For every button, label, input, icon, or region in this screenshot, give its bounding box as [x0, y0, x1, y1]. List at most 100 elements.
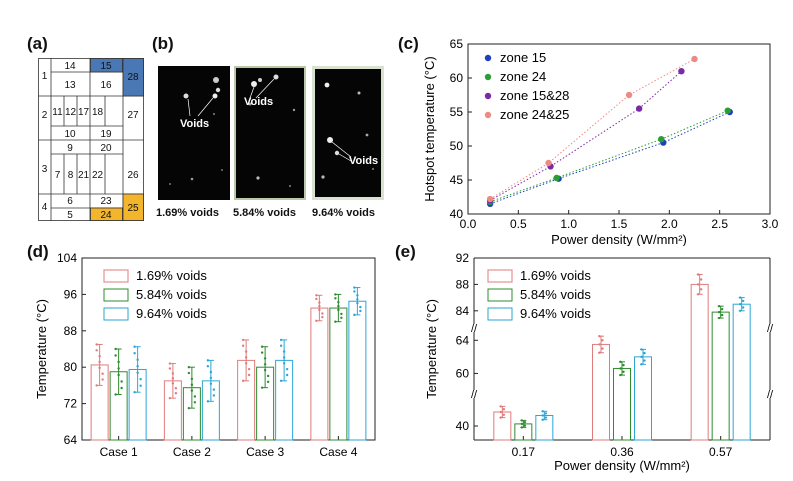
- scatter-dot: [318, 301, 321, 304]
- legend-marker: [484, 111, 492, 119]
- scatter-dot: [337, 308, 340, 312]
- plot-frame: [81, 257, 376, 441]
- zone-label: 24: [100, 210, 112, 221]
- scatter-dot: [720, 307, 724, 311]
- scatter-dot: [622, 370, 625, 373]
- scatter-dot: [601, 347, 604, 350]
- scatter-dot: [190, 389, 194, 392]
- scatter-dot: [171, 377, 175, 380]
- legend-marker: [484, 73, 492, 81]
- series-fit-line: [489, 111, 730, 205]
- scatter-dot: [520, 422, 524, 426]
- zone-map: 1 14 15 28 13 16 2 11 12 17 18 27 10 19 …: [38, 58, 144, 221]
- y-tick-label: 72: [64, 397, 78, 411]
- scatter-dot: [598, 343, 601, 346]
- scatter-dot: [315, 294, 318, 297]
- scatter-dot: [209, 370, 213, 374]
- scatter-dot: [212, 394, 216, 397]
- scatter-dot: [95, 343, 98, 346]
- scatter-dot: [738, 296, 742, 299]
- scatter-dot: [738, 309, 742, 312]
- bar: [690, 283, 709, 441]
- scatter-dot: [187, 406, 191, 410]
- void-caption-2: 5.84% voids: [233, 207, 296, 219]
- scatter-dot: [285, 367, 289, 371]
- scatter-dot: [244, 356, 248, 359]
- scatter-dot: [640, 348, 643, 351]
- scatter-dot: [720, 313, 724, 317]
- y-tick-label: 92: [456, 251, 470, 265]
- power-density-bar-chart: // // // // 40 60 64 84 88 92 Temperature (°C) Powe…: [424, 251, 774, 473]
- hotspot-scatter-chart: 0.0 0.5 1.0 1.5 2.0 2.5 3.0 40 45 50 55 60 65 Power d…: [422, 37, 779, 246]
- x-axis-label: Power density (W/mm²): [554, 458, 690, 473]
- scatter-dot: [260, 351, 264, 354]
- scatter-dot: [244, 350, 248, 353]
- scatter-dot: [523, 420, 527, 424]
- scatter-dot: [619, 373, 622, 377]
- x-tick-label: Case 1: [100, 445, 138, 459]
- zone-label: 20: [100, 143, 112, 154]
- scatter-dot: [356, 298, 359, 301]
- scatter-dot: [136, 365, 139, 368]
- y-tick-label: 84: [456, 304, 470, 318]
- scatter-dot: [541, 418, 545, 421]
- void-caption-1: 1.69% voids: [156, 207, 219, 219]
- scatter-dot: [359, 309, 362, 313]
- x-tick-label: Case 3: [246, 445, 284, 459]
- scatter-dot: [206, 365, 210, 368]
- bar: [592, 343, 610, 441]
- zone-label: 6: [67, 196, 73, 207]
- panel-label-d: (d): [27, 242, 49, 261]
- scatter-dot: [282, 356, 286, 359]
- legend-label: zone 15: [500, 50, 546, 65]
- x-tick-label: 0.5: [510, 217, 527, 231]
- scatter-dot: [190, 377, 194, 381]
- scatter-dot: [241, 338, 245, 342]
- scatter-dot: [741, 306, 745, 309]
- panel-label-c: (c): [398, 34, 419, 53]
- zone-label: 25: [127, 203, 139, 214]
- scatter-dot: [247, 367, 251, 371]
- data-point: [678, 68, 685, 75]
- scatter-dot: [187, 366, 191, 369]
- scatter-dot: [120, 386, 123, 390]
- zone-label: 4: [42, 202, 48, 213]
- scatter-dot: [279, 344, 283, 347]
- scatter-dot: [241, 379, 245, 383]
- data-point: [545, 159, 552, 167]
- scatter-dot: [499, 410, 503, 414]
- y-tick-label: 64: [456, 333, 470, 347]
- scatter-dot: [279, 338, 283, 342]
- zone-label: 21: [78, 170, 90, 181]
- scatter-dot: [187, 371, 191, 375]
- bar: [711, 311, 730, 441]
- scatter-dot: [643, 351, 646, 355]
- zone-label: 5: [67, 210, 73, 221]
- zone-label: 12: [65, 107, 77, 118]
- scatter-dot: [334, 320, 337, 323]
- scatter-dot: [168, 367, 172, 370]
- scatter-dot: [133, 352, 136, 355]
- x-tick-label: 0.57: [709, 445, 733, 459]
- scatter-dot: [263, 357, 267, 360]
- panel-label-e: (e): [395, 242, 416, 261]
- y-tick-label: 40: [456, 419, 470, 433]
- scatter-dot: [622, 363, 625, 367]
- x-tick-label: 2.5: [711, 217, 728, 231]
- scatter-dot: [321, 315, 324, 319]
- scatter-dot: [520, 426, 524, 429]
- zone-label: 10: [64, 129, 76, 140]
- bar: [329, 307, 348, 441]
- scatter-dot: [133, 391, 136, 394]
- y-tick-label: 65: [450, 37, 464, 51]
- y-tick-label: 88: [456, 277, 470, 291]
- scatter-dot: [171, 382, 175, 385]
- legend-label: 1.69% voids: [136, 268, 207, 283]
- axis-break-mark: //: [767, 389, 774, 401]
- scatter-dot: [171, 372, 175, 375]
- legend-swatch: [487, 269, 513, 283]
- scatter-dot: [353, 290, 356, 293]
- scatter-dot: [717, 304, 721, 308]
- zone-label: 18: [92, 107, 104, 118]
- scatter-dot: [136, 371, 139, 374]
